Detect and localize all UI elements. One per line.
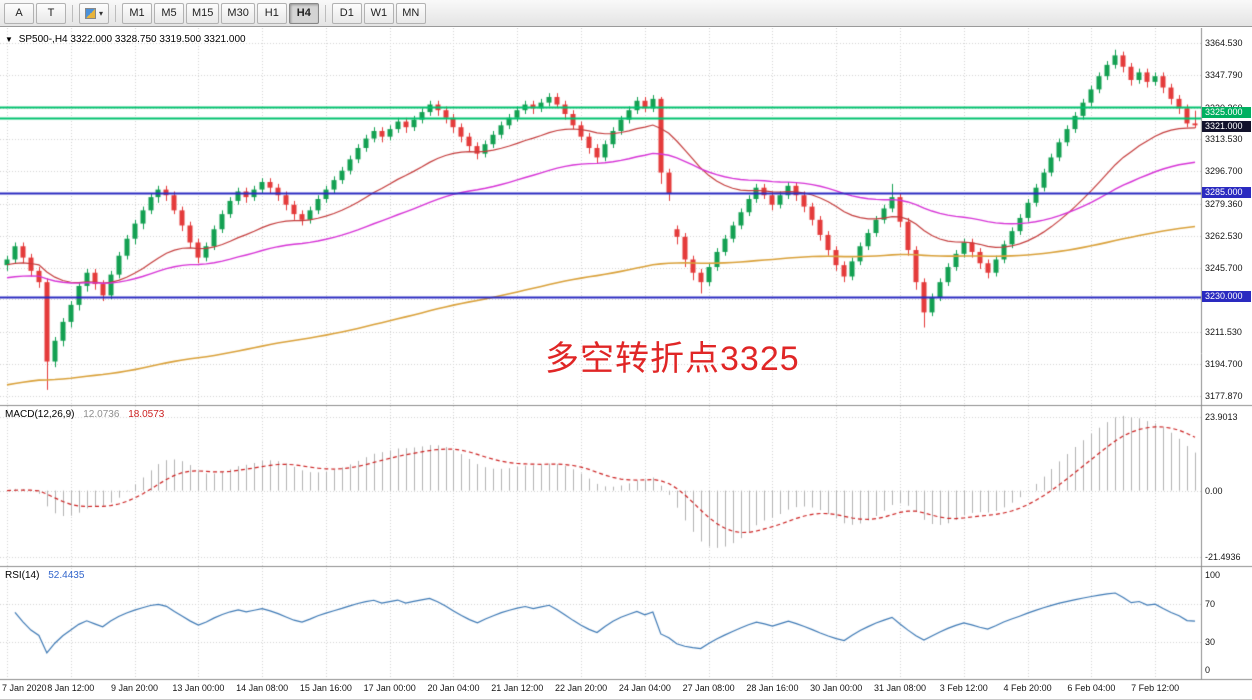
price-axis-label: 3245.700	[1205, 262, 1243, 273]
time-axis-label: 7 Jan 2020	[2, 683, 47, 693]
time-axis-label: 13 Jan 00:00	[172, 683, 225, 693]
macd-value: 12.0736	[83, 409, 120, 420]
rsi-axis-label: 30	[1205, 636, 1216, 647]
rsi-name: RSI(14)	[5, 570, 40, 581]
time-axis-label: 20 Jan 04:00	[427, 683, 480, 693]
macd-axis-label: 23.9013	[1205, 412, 1238, 423]
time-axis-label: 27 Jan 08:00	[682, 683, 735, 693]
time-axis-label: 14 Jan 08:00	[236, 683, 289, 693]
toolbar: A T ▾ M1 M5 M15 M30 H1 H4 D1 W1 MN	[0, 0, 1252, 27]
timeframe-button-m5[interactable]: M5	[154, 2, 185, 24]
timeframe-button-w1[interactable]: W1	[363, 2, 394, 24]
time-axis-label: 4 Feb 20:00	[1003, 683, 1052, 693]
time-axis-label: 22 Jan 20:00	[555, 683, 608, 693]
rsi-axis-label: 0	[1205, 665, 1211, 675]
rsi-value: 52.4435	[48, 570, 85, 581]
time-axis-label: 3 Feb 12:00	[939, 683, 988, 693]
arrow-tool-button[interactable]: A	[4, 2, 34, 24]
symbol-timeframe-label: SP500-,H4	[18, 34, 68, 45]
time-axis-label: 28 Jan 16:00	[746, 683, 799, 693]
macd-indicator-label: MACD(12,26,9) 12.0736 18.0573	[5, 409, 164, 420]
timeframe-button-m15[interactable]: M15	[186, 2, 220, 24]
price-axis-label: 3262.530	[1205, 230, 1243, 241]
time-axis-label: 17 Jan 00:00	[363, 683, 416, 693]
time-axis-label: 31 Jan 08:00	[873, 683, 927, 693]
macd-axis-label: -21.4936	[1205, 551, 1241, 562]
time-axis-label: 24 Jan 04:00	[618, 683, 671, 693]
price-axis-label: 3347.790	[1205, 69, 1243, 80]
price-tag-3285-000: 3285.000	[1202, 187, 1251, 199]
rsi-axis-label: 70	[1205, 598, 1216, 609]
time-axis-label: 7 Feb 12:00	[1131, 683, 1180, 693]
macd-name: MACD(12,26,9)	[5, 409, 75, 420]
macd-signal-value: 18.0573	[128, 409, 165, 420]
chart-window: ▼ SP500-,H4 3322.000 3328.750 3319.500 3…	[0, 28, 1252, 699]
time-axis-label: 21 Jan 12:00	[491, 683, 544, 693]
toolbar-separator	[72, 4, 73, 22]
rsi-indicator-label: RSI(14) 52.4435	[5, 570, 84, 581]
toolbar-separator	[324, 4, 326, 22]
price-axis-label: 3279.360	[1205, 199, 1243, 209]
price-axis-label: 3177.870	[1205, 390, 1243, 401]
price-tag-3321-000: 3321.000	[1202, 121, 1251, 133]
chart-annotation-text: 多空转折点3325	[545, 340, 800, 378]
timeframe-button-m1[interactable]: M1	[122, 2, 153, 24]
price-axis-label: 3313.530	[1205, 134, 1243, 145]
time-axis-label: 6 Feb 04:00	[1067, 683, 1116, 693]
time-axis-label: 15 Jan 16:00	[299, 683, 352, 693]
ohlc-values: 3322.000 3328.750 3319.500 3321.000	[70, 34, 246, 45]
time-axis-label: 30 Jan 00:00	[810, 683, 863, 693]
rsi-axis-label: 100	[1205, 570, 1221, 580]
chart-canvas[interactable]	[0, 28, 1252, 699]
price-axis-label: 3296.700	[1205, 166, 1243, 177]
price-axis-label: 3364.530	[1205, 38, 1243, 49]
chart-objects-dropdown[interactable]: ▾	[79, 2, 110, 24]
chevron-down-icon: ▾	[99, 8, 104, 18]
text-tool-button[interactable]: T	[36, 2, 66, 24]
chart-header: ▼ SP500-,H4 3322.000 3328.750 3319.500 3…	[5, 34, 246, 45]
price-axis-label: 3194.700	[1205, 358, 1243, 369]
timeframe-button-h4[interactable]: H4	[288, 2, 319, 24]
macd-axis-label: 0.00	[1205, 485, 1223, 496]
time-axis-label: 9 Jan 20:00	[111, 683, 159, 693]
chart-collapse-icon[interactable]: ▼	[5, 35, 13, 44]
timeframe-button-h1[interactable]: H1	[256, 2, 287, 24]
time-axis-label: 8 Jan 12:00	[47, 683, 95, 693]
timeframe-button-d1[interactable]: D1	[331, 2, 362, 24]
price-tag-3230-000: 3230.000	[1202, 291, 1251, 303]
timeframe-button-mn[interactable]: MN	[395, 2, 426, 24]
chart-template-icon	[85, 7, 96, 19]
toolbar-separator	[115, 4, 117, 22]
price-tag-3325-000: 3325.000	[1202, 106, 1251, 118]
price-axis-label: 3211.530	[1205, 327, 1242, 338]
timeframe-button-m30[interactable]: M30	[221, 2, 255, 24]
